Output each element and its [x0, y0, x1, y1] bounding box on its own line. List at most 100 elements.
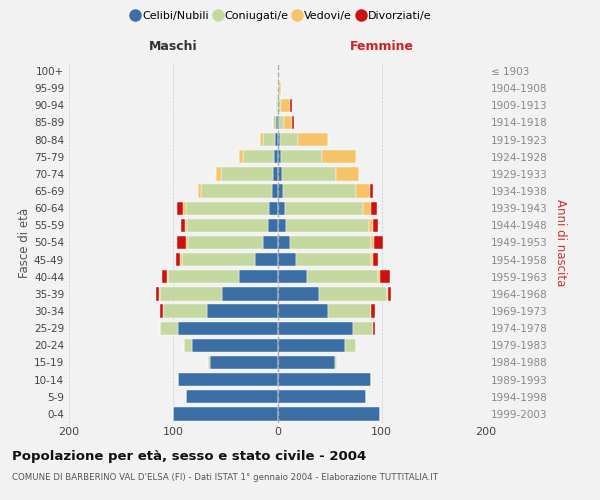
Bar — [286, 218, 369, 232]
Bar — [336, 167, 359, 180]
Bar — [281, 150, 322, 164]
Bar — [243, 150, 274, 164]
Bar — [387, 287, 388, 300]
Bar — [277, 150, 281, 164]
Bar — [277, 270, 307, 283]
Bar — [187, 218, 268, 232]
Bar — [263, 133, 275, 146]
Bar — [277, 133, 280, 146]
Bar — [277, 390, 366, 404]
Bar — [274, 167, 277, 180]
Bar — [222, 287, 277, 300]
Bar — [277, 236, 290, 249]
Bar — [179, 253, 182, 266]
Bar — [277, 253, 296, 266]
Bar — [163, 304, 206, 318]
Bar — [162, 270, 167, 283]
Bar — [277, 304, 328, 318]
Bar — [186, 202, 269, 215]
Bar — [380, 270, 390, 283]
Y-axis label: Fasce di età: Fasce di età — [18, 208, 31, 278]
Bar — [198, 184, 202, 198]
Bar — [328, 304, 371, 318]
Bar — [181, 218, 185, 232]
Bar — [388, 287, 391, 300]
Bar — [158, 287, 160, 300]
Bar — [160, 322, 178, 335]
Bar — [307, 270, 377, 283]
Bar — [371, 253, 373, 266]
Bar — [373, 253, 377, 266]
Bar — [290, 236, 371, 249]
Bar — [221, 167, 274, 180]
Bar — [188, 236, 263, 249]
Y-axis label: Anni di nascita: Anni di nascita — [554, 199, 567, 286]
Bar — [277, 218, 286, 232]
Bar — [263, 236, 277, 249]
Bar — [285, 202, 363, 215]
Bar — [281, 98, 290, 112]
Bar — [239, 270, 277, 283]
Bar — [278, 116, 284, 129]
Bar — [296, 253, 371, 266]
Bar — [160, 304, 163, 318]
Bar — [277, 356, 335, 369]
Bar — [184, 338, 192, 352]
Bar — [277, 82, 278, 95]
Text: Popolazione per età, sesso e stato civile - 2004: Popolazione per età, sesso e stato civil… — [12, 450, 366, 463]
Bar — [202, 184, 272, 198]
Bar — [290, 98, 292, 112]
Bar — [275, 133, 277, 146]
Bar — [298, 133, 328, 146]
Bar — [292, 116, 294, 129]
Bar — [374, 236, 383, 249]
Bar — [160, 287, 222, 300]
Bar — [345, 338, 356, 352]
Bar — [373, 218, 377, 232]
Bar — [178, 202, 182, 215]
Bar — [277, 407, 380, 420]
Bar — [277, 373, 371, 386]
Bar — [274, 150, 277, 164]
Bar — [167, 270, 168, 283]
Bar — [377, 270, 380, 283]
Bar — [335, 356, 337, 369]
Text: Femmine: Femmine — [350, 40, 414, 53]
Bar — [277, 116, 278, 129]
Bar — [277, 167, 281, 180]
Bar — [277, 98, 281, 112]
Bar — [277, 202, 285, 215]
Bar — [353, 322, 373, 335]
Text: COMUNE DI BARBERINO VAL D'ELSA (FI) - Dati ISTAT 1° gennaio 2004 - Elaborazione : COMUNE DI BARBERINO VAL D'ELSA (FI) - Da… — [12, 472, 438, 482]
Bar — [277, 338, 345, 352]
Legend: Celibi/Nubili, Coniugati/e, Vedovi/e, Divorziati/e: Celibi/Nubili, Coniugati/e, Vedovi/e, Di… — [130, 8, 434, 24]
Bar — [178, 373, 277, 386]
Bar — [283, 184, 356, 198]
Bar — [274, 116, 277, 129]
Bar — [260, 133, 263, 146]
Bar — [254, 253, 277, 266]
Bar — [168, 270, 239, 283]
Bar — [277, 287, 319, 300]
Bar — [268, 218, 277, 232]
Bar — [155, 287, 158, 300]
Text: Maschi: Maschi — [149, 40, 197, 53]
Bar — [210, 356, 277, 369]
Bar — [186, 390, 277, 404]
Bar — [182, 253, 254, 266]
Bar — [280, 133, 298, 146]
Bar — [208, 356, 210, 369]
Bar — [216, 167, 221, 180]
Bar — [371, 202, 377, 215]
Bar — [319, 287, 387, 300]
Bar — [281, 167, 336, 180]
Bar — [178, 322, 277, 335]
Bar — [182, 202, 186, 215]
Bar — [173, 407, 277, 420]
Bar — [206, 304, 277, 318]
Bar — [373, 322, 376, 335]
Bar — [356, 184, 370, 198]
Bar — [371, 304, 376, 318]
Bar — [277, 322, 353, 335]
Bar — [284, 116, 292, 129]
